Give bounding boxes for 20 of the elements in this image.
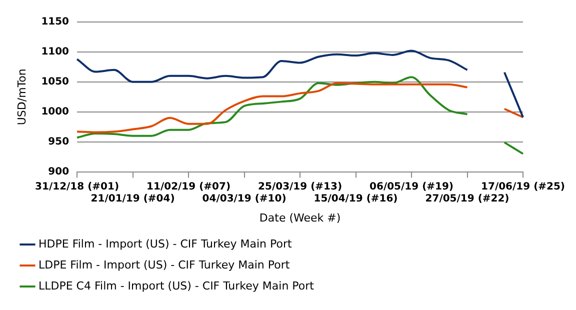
y-tick-label: 1100 [41,46,70,58]
x-tick-label: 31/12/18 (#01) [35,181,120,192]
legend-label: HDPE Film - Import (US) - CIF Turkey Main Port [38,237,293,250]
y-tick-label: 950 [48,136,70,148]
y-tick-label: 1050 [41,76,70,88]
y-tick-label: 900 [48,166,70,178]
x-axis-title: Date (Week #) [259,211,341,224]
x-tick-label: 04/03/19 (#10) [202,193,286,204]
x-tick-label: 21/01/19 (#04) [90,193,175,204]
y-axis-title: USD/mTon [15,68,28,126]
legend-label: LDPE Film - Import (US) - CIF Turkey Main Port [38,258,290,272]
x-tick-label: 27/05/19 (#22) [425,193,510,204]
x-tick-label: 25/03/19 (#13) [258,181,342,192]
x-tick-label: 11/02/19 (#07) [146,181,231,192]
legend-label: LLDPE C4 Film - Import (US) - CIF Turkey Main Port [38,279,315,292]
x-tick-label: 06/05/19 (#19) [370,181,454,192]
x-tick-label: 15/04/19 (#16) [314,193,398,204]
y-tick-label: 1150 [41,16,70,28]
x-tick-label: 17/06/19 (#25) [481,181,566,192]
y-tick-label: 1000 [41,106,70,118]
